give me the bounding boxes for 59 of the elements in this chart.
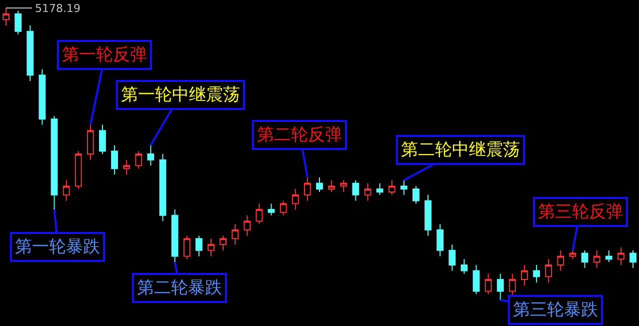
- candlestick: [352, 180, 360, 202]
- candlestick: [123, 159, 130, 175]
- candlestick: [244, 214, 251, 236]
- candlestick: [630, 250, 636, 268]
- candlestick: [340, 180, 348, 192]
- candlestick: [292, 188, 299, 210]
- candlestick: [521, 264, 528, 286]
- candlestick: [581, 250, 588, 268]
- candlestick: [545, 258, 552, 283]
- candlestick: [412, 186, 420, 204]
- annotation: 第一轮中继震荡: [121, 85, 240, 105]
- candlestick: [484, 273, 492, 295]
- candlestick: [376, 182, 384, 196]
- candlestick: [400, 180, 408, 196]
- candlestick: [328, 180, 336, 192]
- candlestick: [533, 264, 540, 283]
- candlestick: [280, 200, 287, 216]
- candlestick: [436, 224, 444, 257]
- candlestick: [256, 203, 263, 225]
- candlestick: [364, 182, 372, 202]
- candlestick: [38, 68, 46, 126]
- annotation: 第一轮暴跌: [15, 237, 100, 257]
- candlestick: [617, 246, 624, 266]
- candlestick: [111, 144, 118, 175]
- candlestick: [569, 250, 576, 260]
- candlestick: [135, 150, 142, 170]
- candlestick: [268, 203, 275, 216]
- candlestick: [74, 150, 82, 190]
- candlestick: [424, 194, 432, 236]
- annotation: 第三轮暴跌: [513, 300, 598, 320]
- candlestick: [99, 124, 106, 154]
- candlestick: [86, 124, 94, 160]
- annotation: 第一轮反弹: [62, 45, 147, 65]
- candlestick: [388, 180, 396, 196]
- candlestick: [448, 244, 456, 272]
- candlestick: [183, 235, 190, 260]
- candlestick: [26, 25, 34, 82]
- candlestick: [14, 10, 22, 35]
- candlestick: [159, 154, 166, 222]
- candlestick: [460, 258, 468, 274]
- candlestick: [496, 273, 504, 300]
- annotation: 第二轮中继震荡: [401, 140, 520, 160]
- annotation: 第二轮暴跌: [137, 278, 222, 298]
- annotation: 第三轮反弹: [538, 202, 623, 222]
- candlestick: [472, 264, 480, 295]
- candlestick: [62, 180, 70, 202]
- candlestick: [208, 238, 214, 257]
- candlestick: [304, 176, 311, 202]
- candlestick: [605, 250, 612, 263]
- annotation: 5178.19: [35, 2, 80, 15]
- candlestick: [220, 235, 226, 251]
- candlestick: [232, 224, 239, 246]
- candlestick: [195, 235, 202, 257]
- candlestick: [147, 144, 154, 166]
- candlestick: [593, 250, 600, 268]
- candlestick: [2, 8, 10, 26]
- annotation: 第二轮反弹: [257, 125, 342, 145]
- candlestick: [316, 176, 323, 192]
- candlestick: [557, 250, 564, 272]
